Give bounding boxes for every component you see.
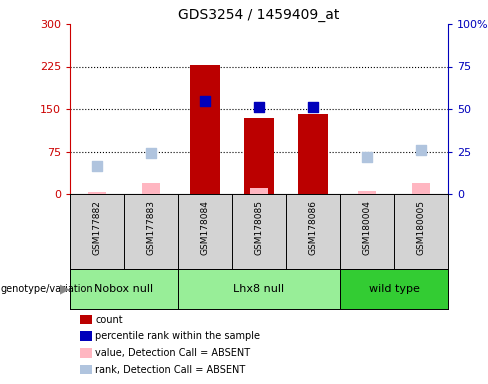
Title: GDS3254 / 1459409_at: GDS3254 / 1459409_at — [178, 8, 340, 22]
Bar — [411, 183, 430, 194]
Bar — [87, 192, 106, 194]
Bar — [358, 191, 376, 194]
Point — [363, 154, 371, 160]
Bar — [190, 65, 220, 194]
Text: genotype/variation: genotype/variation — [0, 284, 93, 294]
Text: GSM180004: GSM180004 — [363, 200, 371, 255]
Bar — [178, 269, 340, 309]
Point — [309, 104, 317, 110]
Bar — [142, 183, 161, 194]
Point — [93, 162, 101, 169]
Text: value, Detection Call = ABSENT: value, Detection Call = ABSENT — [95, 348, 250, 358]
Text: Nobox null: Nobox null — [95, 284, 154, 294]
Text: GSM177882: GSM177882 — [93, 200, 102, 255]
Text: GSM178084: GSM178084 — [201, 200, 209, 255]
Bar — [298, 114, 328, 194]
Text: wild type: wild type — [368, 284, 420, 294]
Bar — [70, 269, 178, 309]
Text: ▶: ▶ — [60, 283, 70, 296]
Text: percentile rank within the sample: percentile rank within the sample — [95, 331, 261, 341]
Point — [417, 147, 425, 154]
Point — [201, 98, 209, 104]
Bar — [340, 269, 448, 309]
Text: GSM178086: GSM178086 — [308, 200, 318, 255]
Bar — [244, 118, 274, 194]
Text: GSM177883: GSM177883 — [146, 200, 156, 255]
Text: rank, Detection Call = ABSENT: rank, Detection Call = ABSENT — [95, 365, 245, 375]
Text: GSM178085: GSM178085 — [255, 200, 264, 255]
Bar — [249, 188, 268, 194]
Point — [147, 149, 155, 156]
Text: GSM180005: GSM180005 — [416, 200, 426, 255]
Text: Lhx8 null: Lhx8 null — [233, 284, 285, 294]
Text: count: count — [95, 314, 123, 324]
Point — [255, 104, 263, 110]
